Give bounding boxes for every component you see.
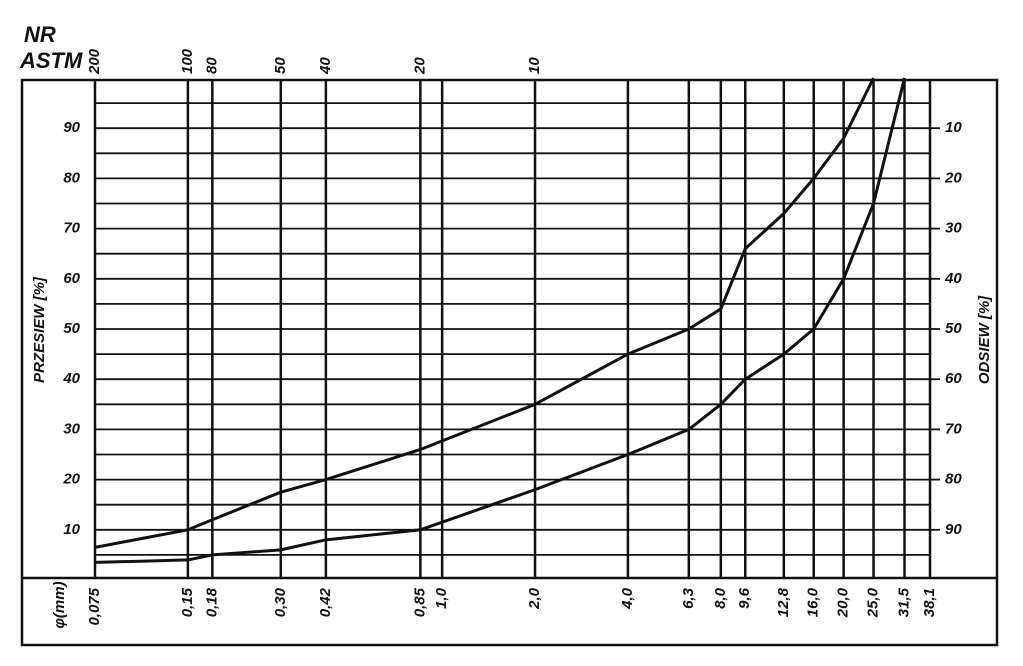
x-tick-label: 4,0 [619, 587, 636, 610]
y-tick-label: 10 [63, 521, 80, 538]
y2-tick-label: 90 [945, 521, 962, 538]
x-axis-title: φ(mm) [51, 581, 68, 628]
y2-tick-label: 70 [945, 420, 962, 437]
x-tick-label: 6,3 [680, 587, 697, 609]
grading-curve [94, 77, 875, 549]
y-tick-label: 20 [62, 471, 80, 488]
y-tick-label: 60 [63, 270, 80, 287]
x-tick-label: 20,0 [835, 587, 852, 618]
x-tick-label: 25,0 [865, 587, 882, 618]
astm-label: 50 [272, 57, 289, 74]
y2-tick-label: 30 [945, 220, 962, 237]
x-tick-label: 16,0 [805, 587, 822, 617]
x-tick-label: 0,85 [411, 587, 428, 617]
y-tick-label: 40 [62, 370, 80, 387]
y2-tick-label: 80 [945, 471, 962, 488]
frame [20, 78, 999, 647]
y2-tick-label: 20 [944, 169, 962, 186]
y-axis-title: PRZESIEW [%] [31, 276, 48, 383]
y-tick-label: 80 [63, 169, 80, 186]
y2-tick-label: 10 [945, 119, 962, 136]
x-tick-label: 0,18 [203, 587, 220, 617]
y-tick-label: 50 [63, 320, 80, 337]
y2-axis-title: ODSIEW [%] [976, 295, 993, 384]
y-tick-label: 90 [63, 119, 80, 136]
x-tick-label: 0,075 [86, 587, 103, 625]
astm-label: 200 [86, 48, 103, 75]
y-tick-label: 70 [63, 220, 80, 237]
x-tick-label: 1,0 [433, 587, 450, 609]
x-tick-label: 2,0 [526, 587, 543, 610]
astm-label: 20 [411, 57, 428, 75]
top-label-astm: ASTM [19, 48, 83, 73]
x-tick-label: 0,30 [272, 587, 289, 617]
x-tick-label: 31,5 [895, 587, 912, 617]
astm-label: 40 [317, 57, 334, 75]
top-label-nr: NR [24, 22, 56, 47]
y2-tick-label: 50 [945, 320, 962, 337]
x-tick-label: 12,8 [775, 587, 792, 617]
x-tick-label: 38,1 [921, 588, 938, 617]
x-tick-label: 0,42 [317, 587, 334, 617]
astm-label: 100 [179, 48, 196, 74]
x-tick-label: 0,15 [179, 587, 196, 617]
y2-tick-label: 40 [944, 270, 962, 287]
y-tick-label: 30 [63, 420, 80, 437]
grading-curve [94, 77, 906, 564]
y2-tick-label: 60 [945, 370, 962, 387]
astm-label: 10 [526, 57, 543, 74]
astm-label: 80 [203, 57, 220, 74]
x-tick-label: 8,0 [712, 587, 729, 609]
x-tick-label: 9,6 [736, 587, 753, 609]
